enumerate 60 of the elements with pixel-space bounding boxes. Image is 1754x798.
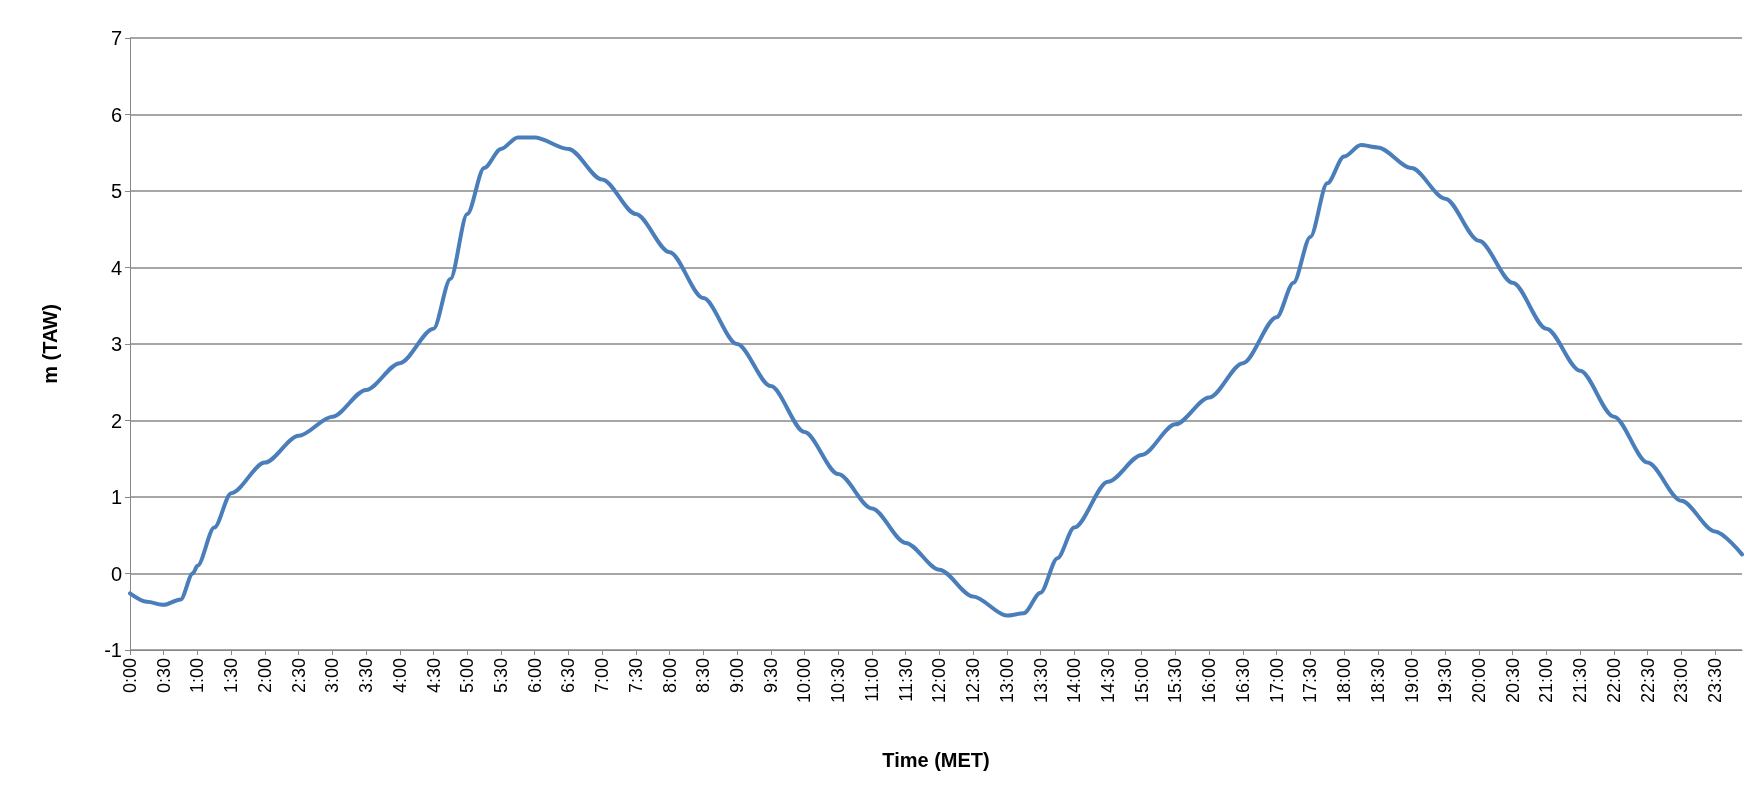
- x-tick-label: 8:30: [693, 658, 714, 694]
- x-tick-label: 1:30: [221, 658, 242, 694]
- x-tick-label: 20:30: [1502, 658, 1523, 704]
- y-tick-label: 7: [110, 27, 122, 49]
- y-tick-label: 3: [110, 333, 122, 355]
- x-tick-label: 22:30: [1637, 658, 1658, 704]
- x-tick-label: 12:30: [963, 658, 984, 704]
- y-axis-title: m (TAW): [39, 304, 61, 384]
- x-tick-label: 19:00: [1401, 658, 1422, 704]
- x-tick-label: 6:30: [558, 658, 579, 694]
- x-tick-label: 5:00: [457, 658, 478, 694]
- x-tick-label: 8:00: [659, 658, 680, 694]
- x-tick-label: 4:30: [423, 658, 444, 694]
- x-tick-label: 9:00: [727, 658, 748, 694]
- x-tick-label: 15:30: [1165, 658, 1186, 704]
- x-tick-label: 6:00: [524, 658, 545, 694]
- x-tick-label: 20:00: [1468, 658, 1489, 704]
- y-tick-label: 0: [110, 562, 122, 585]
- x-tick-label: 7:30: [625, 658, 646, 694]
- y-tick-label: -1: [104, 639, 122, 661]
- y-tick-label: 6: [110, 103, 122, 126]
- x-tick-label: 23:00: [1671, 658, 1692, 704]
- x-tick-label: 23:30: [1705, 658, 1726, 704]
- x-tick-label: 5:30: [490, 658, 511, 694]
- x-tick-label: 21:30: [1570, 658, 1591, 704]
- x-tick-label: 18:30: [1367, 658, 1388, 704]
- y-tick-label: 5: [110, 180, 122, 202]
- x-tick-label: 18:00: [1334, 658, 1355, 704]
- y-tick-label: 2: [110, 409, 122, 432]
- x-tick-label: 10:30: [828, 658, 849, 704]
- x-tick-label: 0:30: [153, 658, 174, 694]
- line-series: [128, 135, 1744, 618]
- x-tick-label: 12:00: [929, 658, 950, 704]
- x-tick-label: 21:00: [1536, 658, 1557, 704]
- y-tick-label: 1: [110, 486, 122, 508]
- x-tick-label: 17:30: [1300, 658, 1321, 704]
- x-tick-label: 9:30: [760, 658, 781, 694]
- y-tick-label: 4: [110, 256, 122, 279]
- x-tick-label: 13:30: [1030, 658, 1051, 704]
- x-tick-label: 0:00: [120, 658, 140, 694]
- x-tick-label: 2:30: [288, 658, 309, 694]
- x-tick-label: 1:00: [187, 658, 208, 694]
- x-tick-label: 22:00: [1603, 658, 1624, 704]
- x-tick-label: 3:00: [322, 658, 343, 694]
- x-axis-title: Time (MET): [882, 749, 990, 771]
- x-tick-label: 17:00: [1266, 658, 1287, 704]
- x-tick-label: 7:00: [592, 658, 613, 694]
- x-tick-label: 11:00: [861, 658, 882, 702]
- x-tick-label: 14:00: [1064, 658, 1085, 704]
- x-tick-label: 15:00: [1131, 658, 1152, 704]
- x-tick-label: 2:00: [254, 658, 275, 694]
- x-tick-label: 16:00: [1199, 658, 1220, 704]
- x-tick-label: 10:00: [794, 658, 815, 704]
- x-tick-label: 19:30: [1435, 658, 1456, 704]
- x-tick-label: 3:30: [356, 658, 377, 694]
- x-tick-label: 16:30: [1232, 658, 1253, 704]
- x-tick-label: 14:30: [1097, 658, 1118, 704]
- x-tick-label: 11:30: [895, 658, 916, 702]
- x-tick-label: 4:00: [389, 658, 410, 694]
- x-tick-label: 13:00: [996, 658, 1017, 704]
